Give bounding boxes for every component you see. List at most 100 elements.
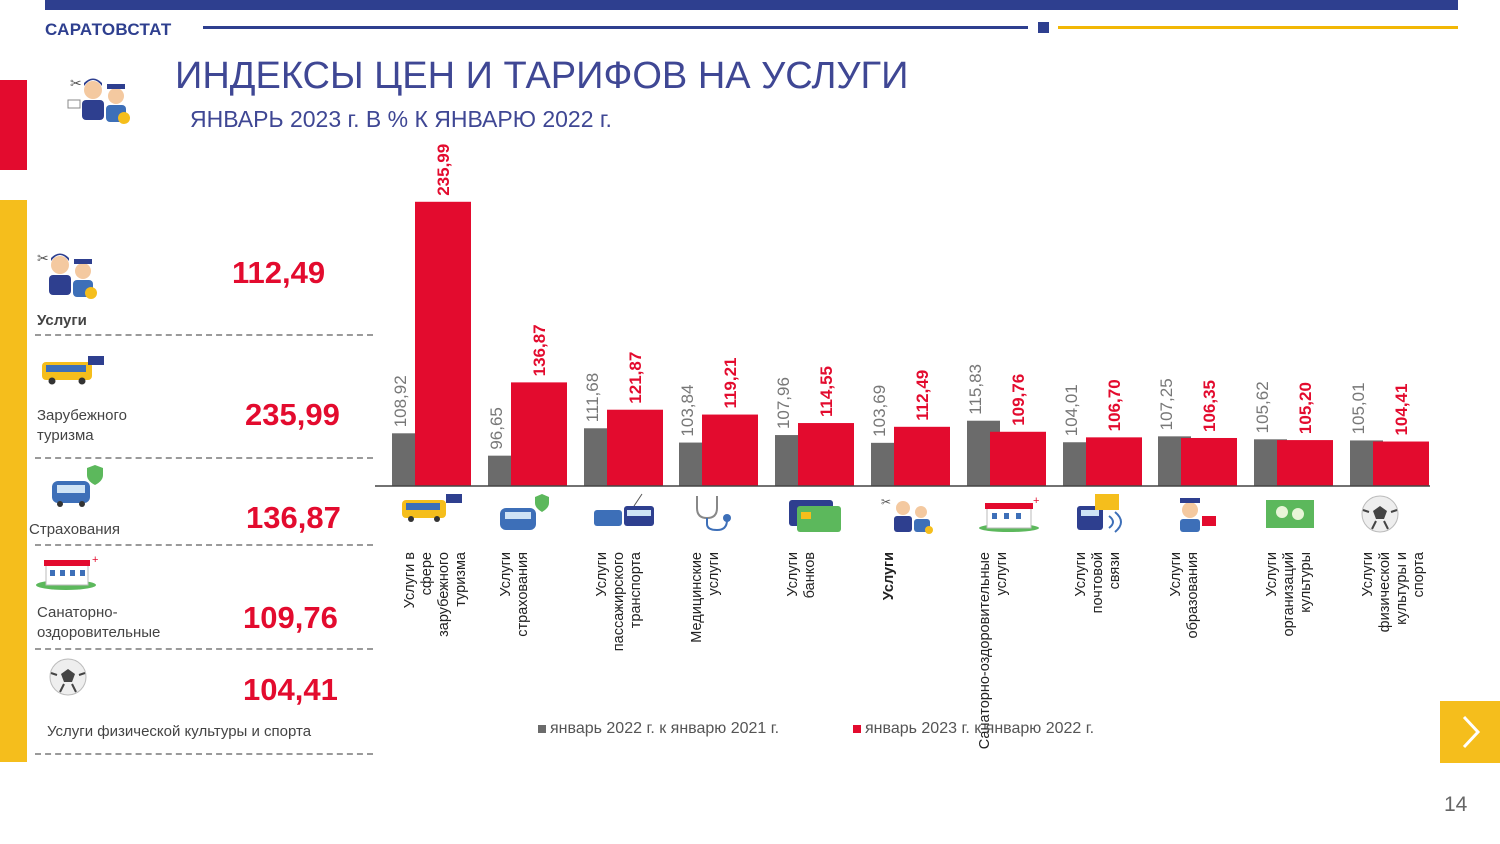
- category-label: Санаторно-оздоровительныеуслуги: [977, 552, 1010, 749]
- data-label: 105,01: [1349, 382, 1368, 434]
- page-subtitle: ЯНВАРЬ 2023 г. В % К ЯНВАРЮ 2022 г.: [190, 106, 612, 132]
- svg-text:✂: ✂: [881, 495, 891, 509]
- bar-series2: [990, 431, 1046, 486]
- data-label: 115,83: [966, 364, 985, 415]
- legend-label: январь 2022 г. к январю 2021 г.: [550, 720, 780, 737]
- bar-series2: [1086, 437, 1142, 486]
- data-label: 108,92: [391, 375, 410, 427]
- legend-item: январь 2022 г. к январю 2021 г.: [538, 720, 779, 738]
- data-label: 106,35: [1200, 380, 1219, 432]
- summary-label: Санаторно-оздоровительные: [37, 604, 161, 641]
- bar-series2: [415, 201, 471, 486]
- data-label: 104,01: [1062, 384, 1081, 436]
- category-label: Услугифизическойкультуры испорта: [1360, 551, 1427, 632]
- divider: [35, 753, 373, 755]
- data-label: 119,21: [721, 357, 740, 408]
- bank-card-icon: [789, 500, 841, 532]
- data-label: 106,70: [1105, 379, 1124, 431]
- top-bar: [45, 0, 1458, 10]
- data-label: 112,49: [913, 370, 932, 421]
- header-square: [1038, 22, 1049, 33]
- svg-text:✂: ✂: [70, 75, 82, 91]
- category-label: Услугистрахования: [498, 552, 531, 637]
- bar-series2: [511, 382, 567, 486]
- svg-text:+: +: [1033, 495, 1039, 507]
- data-label: 103,69: [870, 385, 889, 437]
- sanatorium-icon: +: [979, 495, 1039, 532]
- post-icon: [1077, 494, 1122, 533]
- category-label: Услуги всферезарубежноготуризма: [402, 551, 469, 637]
- bar-series2: [1181, 437, 1237, 486]
- car-shield-icon: [500, 494, 549, 530]
- stethoscope-icon: [696, 496, 731, 532]
- soccer-ball-icon: [1361, 495, 1399, 533]
- services-people-icon: ✂: [881, 495, 933, 534]
- summary-value: 112,49: [232, 255, 326, 290]
- summary-value: 136,87: [246, 500, 341, 535]
- data-label: 107,96: [774, 377, 793, 429]
- services-people-icon: ✂: [33, 245, 105, 310]
- summary-label: Услуги физической культуры и спорта: [47, 723, 312, 740]
- yellow-accent-bar: [0, 200, 27, 762]
- summary-value: 104,41: [243, 672, 338, 707]
- data-label: 111,68: [583, 373, 602, 422]
- summary-label: Зарубежного туризма: [37, 407, 127, 444]
- bus-icon: [40, 356, 106, 391]
- category-label: Услуги: [881, 552, 897, 600]
- data-label: 107,25: [1157, 378, 1176, 430]
- legend-label: январь 2023 г. к январю 2022 г.: [865, 720, 1095, 737]
- summary-label: Страхования: [29, 521, 120, 538]
- page-title: ИНДЕКСЫ ЦЕН И ТАРИФОВ НА УСЛУГИ: [175, 55, 909, 97]
- category-label: Услугипочтовойсвязи: [1073, 552, 1123, 613]
- data-label: 104,41: [1392, 384, 1411, 436]
- divider: [35, 648, 373, 650]
- legend-swatch: [853, 724, 861, 733]
- svg-text:+: +: [92, 554, 98, 566]
- education-icon: [1180, 498, 1216, 532]
- data-label: 136,87: [530, 324, 549, 376]
- data-label: 114,55: [817, 366, 836, 417]
- bar-series2: [607, 409, 663, 486]
- data-label: 96,65: [487, 407, 506, 450]
- divider: [35, 457, 373, 459]
- svg-text:✂: ✂: [37, 250, 49, 266]
- data-label: 121,87: [626, 352, 645, 404]
- summary-value: 235,99: [245, 397, 340, 432]
- category-label: Медицинскиеуслуги: [689, 552, 722, 643]
- bar-series2: [702, 414, 758, 486]
- data-label: 235,99: [434, 144, 453, 196]
- bar-series2: [894, 426, 950, 486]
- red-accent-tab: [0, 80, 27, 170]
- header-line: [203, 26, 1028, 29]
- data-label: 105,20: [1296, 382, 1315, 434]
- legend-swatch: [538, 724, 546, 733]
- brand-name: САРАТОВСТАТ: [45, 20, 172, 39]
- bar-series2: [1373, 441, 1429, 486]
- legend-item: январь 2023 г. к январю 2022 г.: [853, 720, 1094, 738]
- transport-icon: [594, 493, 654, 526]
- data-label: 103,84: [678, 385, 697, 437]
- divider: [35, 334, 373, 336]
- page-number: 14: [1444, 793, 1468, 816]
- sanatorium-icon: +: [36, 553, 102, 596]
- bar-series2: [1277, 440, 1333, 486]
- culture-icon: [1266, 500, 1314, 528]
- next-slide-button[interactable]: [1440, 701, 1500, 763]
- data-label: 105,62: [1253, 381, 1272, 433]
- bus-icon: [402, 494, 462, 522]
- category-label: Услугипассажирскоготранспорта: [594, 551, 644, 651]
- summary-label: Услуги: [37, 312, 87, 329]
- summary-value: 109,76: [243, 600, 338, 635]
- data-label: 109,76: [1009, 374, 1028, 426]
- bar-series2: [798, 423, 854, 486]
- category-label: Услугиорганизацийкультуры: [1264, 552, 1314, 637]
- divider: [35, 544, 373, 546]
- services-people-icon: ✂: [66, 70, 138, 135]
- category-label: Услугиобразования: [1168, 552, 1201, 638]
- soccer-ball-icon: [48, 657, 88, 702]
- car-shield-icon: [48, 463, 106, 516]
- header-line-gold: [1058, 26, 1458, 29]
- category-label: Услугибанков: [785, 552, 818, 599]
- chevron-right-icon: [1462, 715, 1481, 749]
